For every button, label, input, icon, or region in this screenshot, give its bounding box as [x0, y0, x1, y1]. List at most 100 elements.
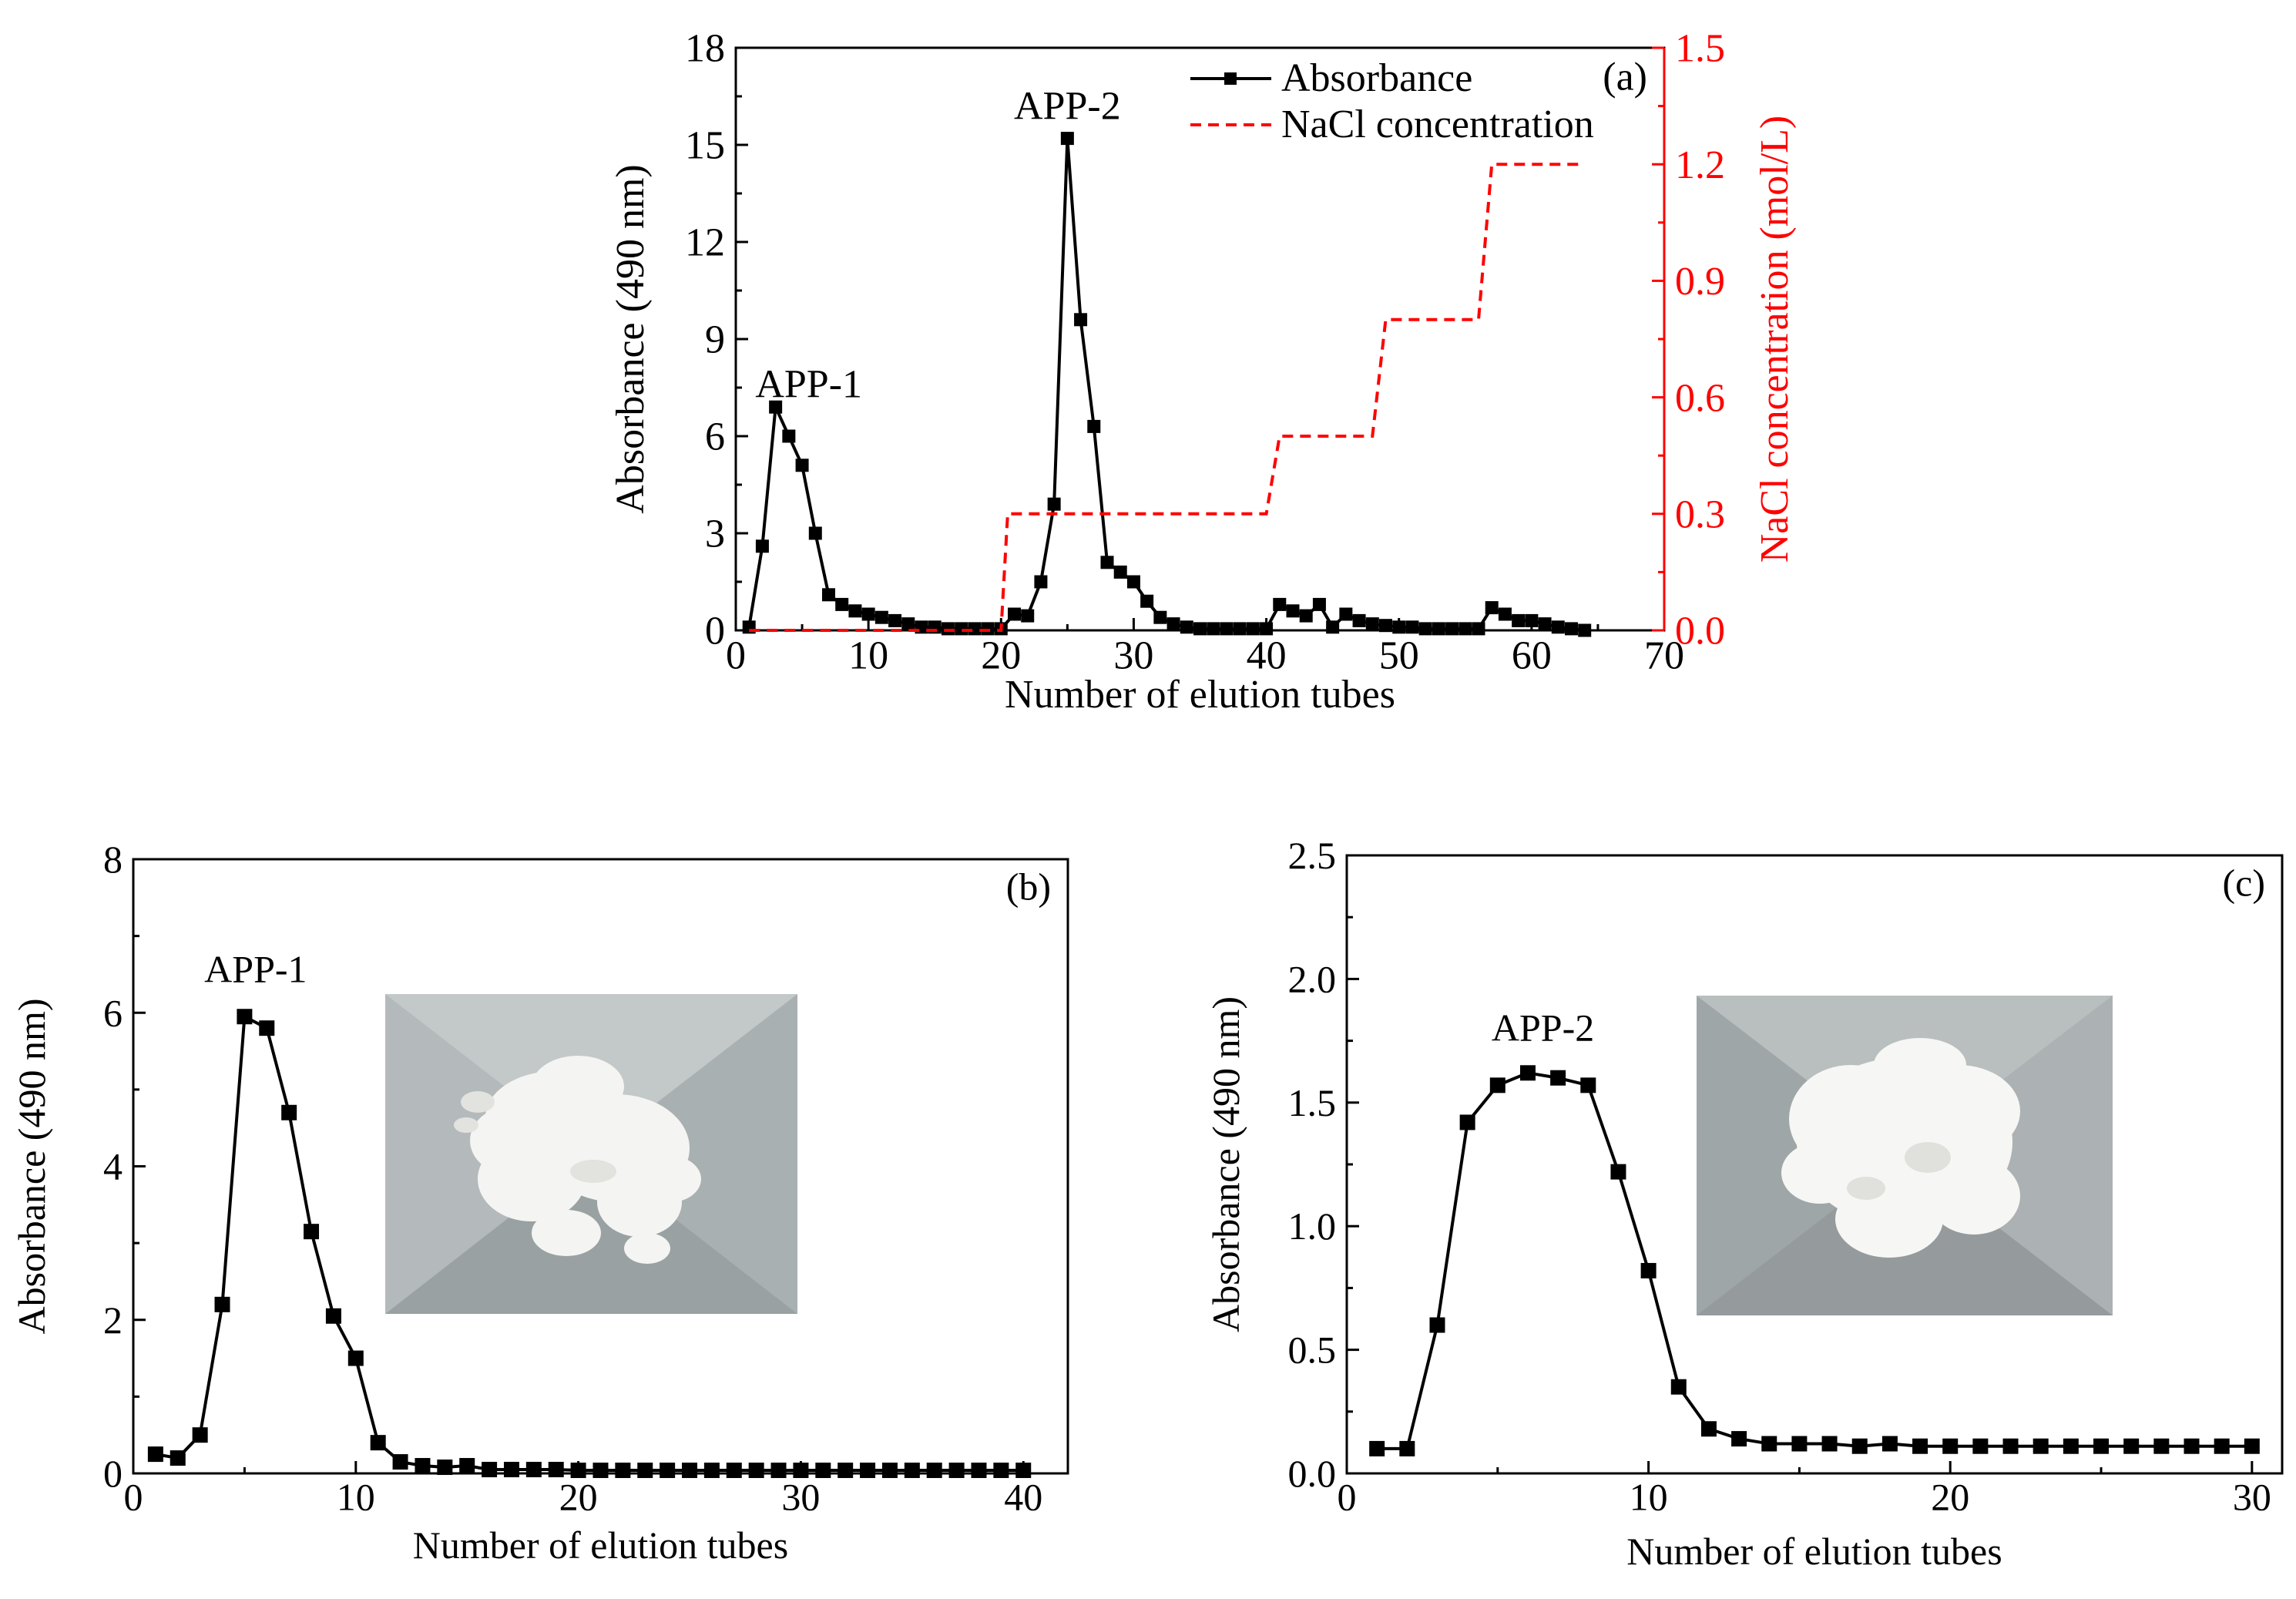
- x-tick-label: 20: [559, 1476, 598, 1519]
- data-point: [437, 1460, 453, 1476]
- panel-label: (a): [1603, 55, 1647, 99]
- data-point: [1821, 1436, 1838, 1452]
- x-axis-label: Number of elution tubes: [413, 1523, 788, 1567]
- data-point: [1207, 622, 1220, 636]
- data-point: [660, 1463, 676, 1479]
- data-point: [1126, 575, 1140, 589]
- y-tick-label: 3: [705, 512, 725, 556]
- data-point: [1008, 607, 1021, 621]
- data-point: [971, 1463, 987, 1479]
- legend-label: NaCl concentration: [1281, 102, 1594, 146]
- y-axis-label: Absorbance (490 nm): [609, 164, 653, 513]
- data-point: [2214, 1438, 2230, 1454]
- y-tick-label: 0.0: [1288, 1452, 1337, 1495]
- y-tick-label: 4: [103, 1145, 123, 1188]
- data-point: [769, 400, 783, 414]
- data-point: [2153, 1438, 2170, 1454]
- data-point: [482, 1462, 498, 1478]
- y-axis-label: Absorbance (490 nm): [10, 999, 53, 1335]
- app-2-photo: [1697, 996, 2113, 1315]
- data-point: [1180, 620, 1193, 634]
- data-point: [1418, 622, 1432, 636]
- x-tick-label: 40: [1247, 633, 1287, 677]
- data-point: [955, 622, 968, 636]
- data-point: [1459, 1114, 1475, 1130]
- y-tick-label: 2.5: [1288, 834, 1337, 877]
- data-point: [1015, 1463, 1032, 1479]
- data-point: [304, 1224, 320, 1240]
- data-point: [1047, 497, 1061, 511]
- data-point: [926, 1463, 942, 1479]
- data-point: [237, 1009, 253, 1025]
- data-point: [881, 1463, 898, 1479]
- data-point: [1761, 1436, 1777, 1452]
- data-point: [770, 1463, 787, 1479]
- panel-label: (b): [1006, 865, 1051, 909]
- x-tick-label: 20: [1931, 1476, 1969, 1519]
- y-axis-label: Absorbance (490 nm): [1204, 996, 1247, 1332]
- data-point: [1432, 622, 1445, 636]
- panel-c-chart: 0 10 20 30 0.0 0.5 1.0 1.5 2.0 2.5 Number of eluti…: [1204, 834, 2284, 1573]
- data-point: [993, 1463, 1009, 1479]
- data-point: [748, 1463, 764, 1479]
- data-point: [1286, 604, 1300, 618]
- absorbance-series-line: [155, 1015, 1024, 1473]
- data-point: [548, 1462, 564, 1478]
- data-point: [981, 622, 995, 636]
- data-point: [1312, 597, 1326, 611]
- data-point: [1498, 607, 1512, 621]
- data-point: [1429, 1317, 1445, 1333]
- data-point: [1021, 609, 1035, 623]
- peak-annotation: APP-2: [1492, 1006, 1594, 1050]
- data-point: [370, 1435, 386, 1451]
- data-point: [1485, 601, 1499, 615]
- data-point: [1578, 623, 1592, 637]
- data-point: [1445, 622, 1459, 636]
- data-point: [570, 1463, 586, 1479]
- data-point: [1153, 610, 1167, 624]
- data-point: [1379, 619, 1392, 633]
- data-point: [904, 1463, 920, 1479]
- data-point: [1512, 613, 1526, 627]
- data-point: [861, 607, 875, 621]
- x-axis-label: Number of elution tubes: [1626, 1530, 2002, 1573]
- data-point: [874, 610, 888, 624]
- data-point: [615, 1463, 631, 1479]
- data-point: [1299, 609, 1313, 623]
- data-point: [1580, 1077, 1596, 1093]
- data-point: [1565, 622, 1578, 636]
- y2-tick-label: 1.5: [1675, 27, 1725, 71]
- data-point: [1538, 617, 1552, 631]
- data-point: [1640, 1262, 1657, 1278]
- peak-annotation: APP-1: [204, 947, 307, 990]
- data-point: [815, 1463, 831, 1479]
- x-tick-label: 0: [1338, 1476, 1357, 1519]
- data-point: [1246, 622, 1260, 636]
- x-tick-label: 10: [1630, 1476, 1668, 1519]
- data-point: [1972, 1438, 1989, 1454]
- data-point: [1060, 132, 1074, 146]
- data-point: [1458, 622, 1472, 636]
- panel-b-chart: 0 10 20 30 40 0 2 4 6 8 Number of elution tubes Abs…: [10, 838, 1069, 1567]
- data-point: [1912, 1438, 1928, 1454]
- y-tick-label: 12: [685, 221, 725, 265]
- data-point: [2184, 1438, 2200, 1454]
- data-point: [1113, 565, 1127, 579]
- data-point: [860, 1463, 876, 1479]
- y2-tick-label: 0.3: [1675, 492, 1725, 536]
- data-point: [901, 617, 915, 631]
- data-point: [1166, 617, 1180, 631]
- data-point: [782, 429, 796, 443]
- data-point: [968, 622, 982, 636]
- data-point: [2123, 1438, 2140, 1454]
- data-point: [1489, 1077, 1505, 1093]
- data-point: [1405, 620, 1419, 634]
- legend-marker: [1224, 72, 1237, 85]
- y2-axis-label: NaCl concentration (mol/L): [1753, 116, 1797, 563]
- absorbance-series-line: [747, 136, 1585, 632]
- x-tick-label: 40: [1004, 1476, 1042, 1519]
- data-point: [392, 1454, 408, 1470]
- data-point: [1140, 594, 1154, 608]
- data-point: [325, 1308, 341, 1324]
- data-point: [1731, 1431, 1747, 1447]
